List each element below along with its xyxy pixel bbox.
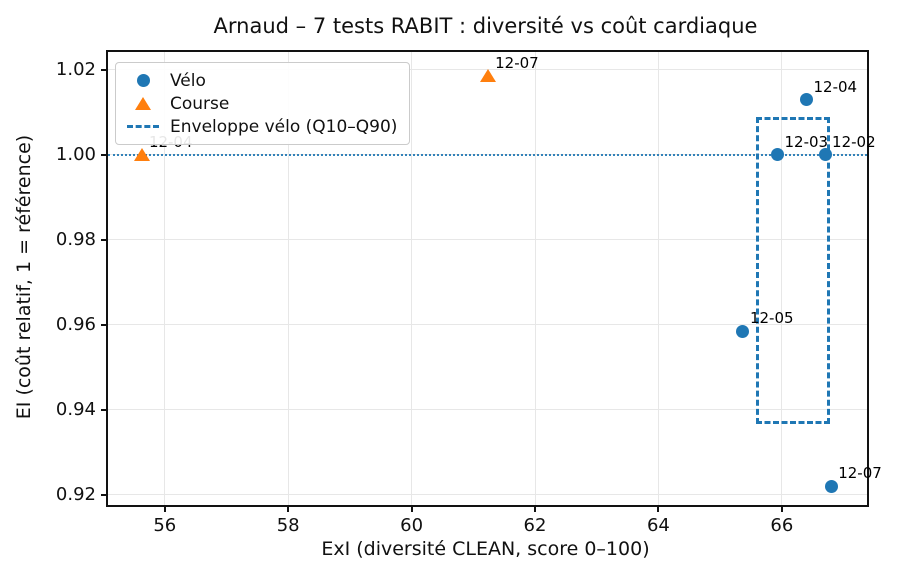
- y-tick-mark: [101, 153, 106, 156]
- velo-point-12-05: [736, 324, 750, 338]
- x-tick-label: 58: [276, 515, 300, 536]
- velo-point-12-04: [800, 93, 814, 107]
- y-tick-label: 0.96: [55, 313, 96, 335]
- legend-item-course-label: Course: [170, 93, 230, 114]
- triangle-marker-icon: [135, 97, 151, 110]
- x-tick-label: 56: [153, 515, 177, 536]
- x-tick-label: 66: [770, 515, 794, 536]
- x-tick-label: 62: [523, 515, 547, 536]
- y-gridline: [108, 409, 867, 411]
- x-gridline: [534, 52, 536, 505]
- legend: Vélo Course Enveloppe vélo (Q10–Q90): [115, 62, 411, 145]
- x-tick-mark: [780, 507, 783, 512]
- velo-point-12-03: [771, 148, 785, 162]
- x-tick-label: 64: [646, 515, 670, 536]
- x-gridline: [657, 52, 659, 505]
- y-tick-label: 1.02: [55, 58, 96, 80]
- legend-item-velo-label: Vélo: [170, 70, 206, 91]
- legend-handle: [124, 74, 162, 87]
- plot-area: Vélo Course Enveloppe vélo (Q10–Q90) 56 58 6…: [56, 50, 882, 536]
- velo-point-12-07: [824, 479, 838, 493]
- course-point-12-04: [133, 147, 150, 161]
- legend-handle: [124, 125, 162, 128]
- legend-item-enveloppe: Enveloppe vélo (Q10–Q90): [124, 115, 397, 138]
- point-label-12-04: 12-04: [813, 77, 858, 96]
- y-tick-mark: [101, 323, 106, 326]
- point-label-12-03: 12-03: [784, 132, 829, 151]
- legend-item-course: Course: [124, 92, 397, 115]
- legend-handle: [124, 97, 162, 110]
- point-label-12-02: 12-02: [832, 132, 876, 151]
- x-gridline: [411, 52, 413, 505]
- x-gridline: [781, 52, 783, 505]
- x-gridline: [164, 52, 166, 505]
- chart-title: Arnaud – 7 tests RABIT : diversité vs co…: [213, 14, 758, 38]
- x-tick-mark: [410, 507, 413, 512]
- y-tick-label: 0.98: [55, 228, 96, 250]
- y-tick-mark: [101, 238, 106, 241]
- y-tick-label: 0.94: [55, 398, 96, 420]
- y-gridline: [108, 239, 867, 241]
- y-gridline: [108, 494, 867, 496]
- point-label-12-07: 12-07: [838, 464, 882, 483]
- dashed-line-icon: [127, 125, 159, 128]
- x-gridline: [287, 52, 289, 505]
- y-tick-mark: [101, 493, 106, 496]
- x-tick-mark: [534, 507, 536, 512]
- velo-point-12-02: [818, 148, 832, 162]
- legend-item-enveloppe-label: Enveloppe vélo (Q10–Q90): [170, 116, 398, 137]
- legend-item-velo: Vélo: [124, 69, 397, 92]
- y-gridline: [108, 324, 867, 326]
- x-tick-label: 60: [400, 515, 424, 536]
- course-point-12-07: [480, 69, 497, 83]
- x-axis-label: ExI (diversité CLEAN, score 0–100): [321, 538, 650, 560]
- circle-marker-icon: [136, 74, 150, 87]
- point-label-12-07: 12-07: [495, 54, 539, 73]
- envelope-rectangle: [755, 117, 831, 425]
- y-axis-label: EI (coût relatif, 1 = référence): [13, 134, 35, 420]
- y-tick-mark: [101, 68, 106, 71]
- y-tick-mark: [101, 408, 106, 411]
- y-tick-label: 0.92: [55, 483, 96, 505]
- x-tick-mark: [657, 507, 660, 512]
- reference-line: [108, 153, 867, 156]
- x-tick-mark: [287, 507, 290, 512]
- point-label-12-05: 12-05: [749, 309, 794, 328]
- y-tick-label: 1.00: [55, 143, 96, 165]
- x-tick-mark: [163, 507, 166, 512]
